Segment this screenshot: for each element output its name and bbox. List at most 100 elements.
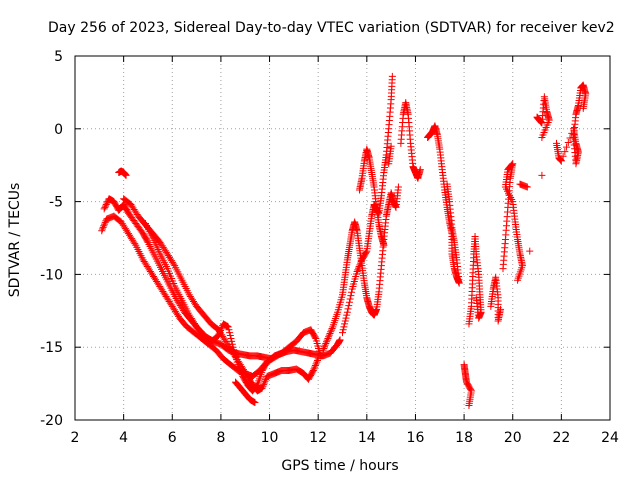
data-point (385, 160, 393, 168)
data-points (98, 72, 590, 409)
data-point (472, 294, 480, 302)
data-point (326, 329, 334, 337)
data-point (339, 329, 346, 337)
data-point (443, 180, 451, 188)
data-point (526, 247, 534, 255)
y-axis-tick-labels: -20 -15 -10 -5 0 5 (40, 49, 63, 429)
data-point (236, 366, 244, 374)
data-point (309, 366, 317, 374)
series-track-i (424, 122, 463, 287)
data-point (259, 382, 267, 390)
series-track-l (533, 81, 590, 179)
data-point (353, 267, 361, 275)
data-point (497, 305, 505, 313)
x-tick-label: 22 (552, 430, 570, 446)
data-point (237, 369, 245, 377)
x-axis-label: GPS time / hours (281, 458, 398, 474)
series-track-j (460, 233, 485, 409)
data-point (320, 343, 328, 351)
grid-lines (75, 56, 610, 420)
data-point (343, 308, 351, 316)
y-tick-label: 0 (54, 122, 63, 138)
data-point (357, 258, 365, 266)
data-point (101, 220, 109, 228)
data-point (313, 357, 321, 365)
data-point (564, 139, 572, 147)
x-tick-label: 18 (455, 430, 473, 446)
x-tick-label: 10 (261, 430, 279, 446)
x-tick-label: 6 (168, 430, 177, 446)
series-track-d (142, 219, 276, 395)
data-point (251, 399, 259, 407)
data-point (122, 171, 130, 179)
data-point (258, 384, 266, 392)
data-point (514, 276, 522, 284)
data-point (336, 336, 344, 344)
data-point (311, 333, 319, 341)
data-point (505, 165, 513, 173)
x-tick-label: 16 (407, 430, 425, 446)
series-track-g (339, 72, 396, 337)
data-point (319, 346, 327, 354)
x-tick-label: 12 (309, 430, 327, 446)
data-point (235, 362, 243, 370)
data-point (268, 355, 276, 363)
data-point (215, 330, 223, 338)
data-point (100, 222, 108, 230)
data-point (216, 328, 224, 336)
data-point (311, 362, 319, 370)
axis-ticks (74, 55, 611, 421)
data-point (101, 203, 109, 211)
data-point (226, 329, 234, 337)
data-point (523, 183, 531, 191)
data-point (322, 339, 330, 347)
data-point (320, 344, 328, 352)
y-tick-label: -5 (49, 195, 63, 211)
data-point (98, 225, 106, 233)
chart-title: Day 256 of 2023, Sidereal Day-to-day VTE… (48, 20, 615, 36)
data-point (325, 331, 333, 339)
data-point (217, 325, 225, 333)
data-point (314, 355, 322, 363)
data-point (103, 199, 111, 207)
y-tick-label: -20 (40, 413, 63, 429)
data-point (235, 364, 243, 372)
data-point (100, 205, 108, 213)
data-point (561, 148, 569, 156)
data-point (253, 382, 261, 390)
data-point (323, 338, 331, 346)
data-point (557, 157, 565, 165)
data-point (260, 379, 268, 387)
data-point (346, 295, 354, 303)
data-point (328, 324, 336, 332)
x-tick-label: 4 (119, 430, 128, 446)
data-point (217, 327, 225, 335)
data-point (416, 166, 424, 174)
series-track-a (100, 195, 344, 363)
data-point (345, 302, 353, 310)
data-point (344, 305, 352, 313)
x-tick-label: 20 (504, 430, 522, 446)
data-point (131, 240, 139, 248)
data-point (325, 333, 333, 341)
data-point (538, 134, 546, 142)
data-point (380, 241, 388, 249)
data-point (237, 367, 245, 375)
data-point (323, 336, 331, 344)
plot-frame (74, 55, 611, 421)
data-point (228, 337, 236, 345)
y-tick-label: -10 (40, 267, 63, 283)
data-point (309, 368, 317, 376)
data-point (224, 323, 232, 331)
x-tick-label: 8 (216, 430, 225, 446)
data-point (214, 332, 222, 340)
data-point (538, 171, 546, 179)
data-point (99, 223, 107, 231)
data-point (394, 183, 402, 191)
data-point (252, 383, 260, 391)
data-point (170, 260, 178, 268)
data-point (354, 264, 362, 272)
data-point (357, 259, 365, 267)
y-tick-label: 5 (54, 49, 63, 65)
